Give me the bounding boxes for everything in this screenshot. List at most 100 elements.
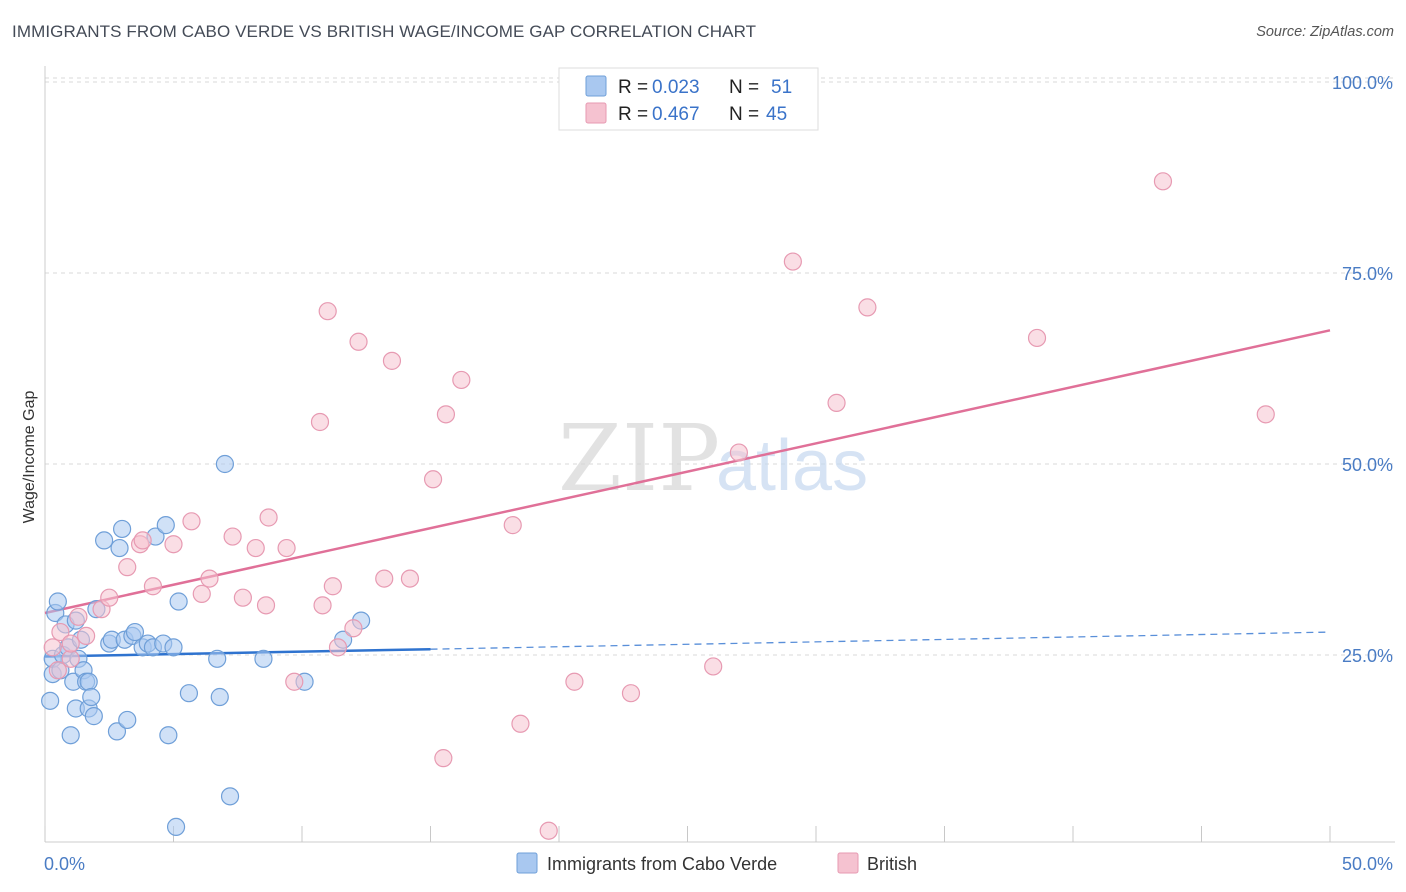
point-british-33 bbox=[400, 569, 420, 588]
legend-r-label-1: R = bbox=[618, 77, 648, 98]
point-british-22 bbox=[277, 538, 296, 558]
point-british-46 bbox=[827, 393, 846, 412]
point-british-26 bbox=[328, 638, 348, 657]
trendline-cabo-verde-projection bbox=[430, 631, 1331, 650]
point-cabo-verde-31 bbox=[125, 622, 145, 642]
point-cabo-verde-20 bbox=[84, 707, 103, 726]
legend-n-value-2: 45 bbox=[766, 104, 787, 125]
point-cabo-verde-26 bbox=[110, 538, 129, 558]
point-british-29 bbox=[344, 619, 363, 638]
point-cabo-verde-27 bbox=[112, 519, 132, 539]
series-swatch-british bbox=[837, 852, 859, 874]
point-cabo-verde-0 bbox=[41, 691, 60, 710]
point-cabo-verde-37 bbox=[156, 516, 175, 535]
point-british-40 bbox=[539, 821, 558, 840]
point-cabo-verde-45 bbox=[215, 454, 234, 474]
point-british-6 bbox=[77, 626, 96, 646]
series-label-british: British bbox=[867, 854, 917, 874]
legend-swatch-blue bbox=[585, 75, 607, 97]
y-tick-label-100: 100.0% bbox=[1332, 73, 1393, 93]
point-british-36 bbox=[436, 405, 456, 424]
zipatlas-watermark: ZIP atlas bbox=[558, 405, 868, 512]
point-cabo-verde-43 bbox=[208, 649, 227, 668]
series-legend: Immigrants from Cabo Verde British bbox=[516, 852, 917, 874]
point-british-48 bbox=[1027, 328, 1047, 348]
point-british-2 bbox=[51, 622, 70, 642]
point-british-39 bbox=[511, 714, 530, 733]
y-tick-label-50: 50.0% bbox=[1342, 455, 1393, 475]
point-british-11 bbox=[133, 531, 152, 550]
point-cabo-verde-39 bbox=[164, 638, 183, 657]
point-british-49 bbox=[1153, 172, 1173, 191]
point-cabo-verde-22 bbox=[95, 531, 114, 550]
point-cabo-verde-29 bbox=[118, 710, 137, 730]
trendline-british bbox=[44, 329, 1331, 615]
series-swatch-cabo-verde bbox=[516, 852, 538, 874]
point-british-0 bbox=[43, 638, 62, 657]
legend-n-label-1: N = bbox=[729, 77, 759, 98]
point-british-19 bbox=[246, 538, 265, 558]
point-british-17 bbox=[223, 527, 242, 546]
point-british-23 bbox=[285, 672, 304, 691]
point-british-8 bbox=[100, 588, 119, 607]
point-british-35 bbox=[434, 749, 453, 768]
data-points bbox=[41, 172, 1275, 840]
y-axis-label: Wage/Income Gap bbox=[21, 391, 38, 524]
point-british-20 bbox=[256, 596, 276, 615]
point-british-24 bbox=[313, 596, 332, 615]
legend-r-value-2: 0.467 bbox=[652, 104, 700, 125]
point-british-28 bbox=[318, 302, 337, 321]
point-cabo-verde-46 bbox=[220, 787, 240, 806]
point-cabo-verde-38 bbox=[159, 726, 178, 745]
watermark-atlas: atlas bbox=[716, 426, 868, 506]
y-tick-label-75: 75.0% bbox=[1342, 264, 1393, 284]
point-british-15 bbox=[192, 584, 211, 603]
point-british-38 bbox=[503, 516, 522, 535]
point-cabo-verde-9 bbox=[61, 726, 80, 745]
point-british-30 bbox=[349, 332, 368, 351]
point-british-34 bbox=[423, 470, 443, 489]
point-british-27 bbox=[310, 412, 330, 432]
trendline-cabo-verde bbox=[44, 647, 431, 658]
point-cabo-verde-4 bbox=[48, 592, 67, 611]
point-british-31 bbox=[375, 569, 394, 588]
point-cabo-verde-41 bbox=[169, 592, 188, 611]
point-british-25 bbox=[323, 577, 342, 596]
legend-n-label-2: N = bbox=[729, 104, 759, 125]
chart-title: IMMIGRANTS FROM CABO VERDE VS BRITISH WA… bbox=[12, 22, 757, 41]
point-british-21 bbox=[259, 508, 278, 527]
point-cabo-verde-25 bbox=[107, 722, 127, 741]
point-british-4 bbox=[61, 634, 80, 653]
point-british-47 bbox=[858, 298, 877, 317]
point-british-1 bbox=[48, 661, 67, 680]
x-tick-label-max: 50.0% bbox=[1342, 854, 1393, 874]
point-british-50 bbox=[1256, 405, 1275, 424]
point-british-3 bbox=[61, 649, 80, 668]
legend-n-value-1: 51 bbox=[771, 77, 792, 98]
point-british-43 bbox=[704, 657, 723, 676]
point-british-44 bbox=[729, 443, 749, 462]
legend-r-label-2: R = bbox=[618, 104, 648, 125]
correlation-legend: R = 0.023 N = 51 R = 0.467 N = 45 bbox=[558, 67, 819, 131]
point-cabo-verde-44 bbox=[210, 687, 229, 707]
axes bbox=[44, 66, 1395, 843]
point-british-42 bbox=[621, 684, 641, 703]
point-cabo-verde-47 bbox=[254, 649, 273, 668]
point-british-14 bbox=[182, 512, 201, 531]
legend-swatch-pink bbox=[585, 102, 607, 124]
series-label-cabo-verde: Immigrants from Cabo Verde bbox=[547, 854, 777, 874]
point-cabo-verde-42 bbox=[179, 684, 199, 703]
point-british-32 bbox=[382, 351, 402, 370]
point-british-41 bbox=[565, 672, 584, 691]
point-british-5 bbox=[69, 607, 88, 626]
point-british-45 bbox=[783, 252, 802, 271]
y-tick-label-25: 25.0% bbox=[1342, 646, 1393, 666]
point-british-37 bbox=[452, 370, 471, 390]
legend-r-value-1: 0.023 bbox=[652, 77, 700, 98]
point-british-16 bbox=[200, 569, 219, 588]
point-british-12 bbox=[143, 577, 163, 596]
source-credit: Source: ZipAtlas.com bbox=[1256, 24, 1394, 40]
point-cabo-verde-19 bbox=[82, 687, 101, 707]
trend-lines bbox=[44, 329, 1331, 658]
